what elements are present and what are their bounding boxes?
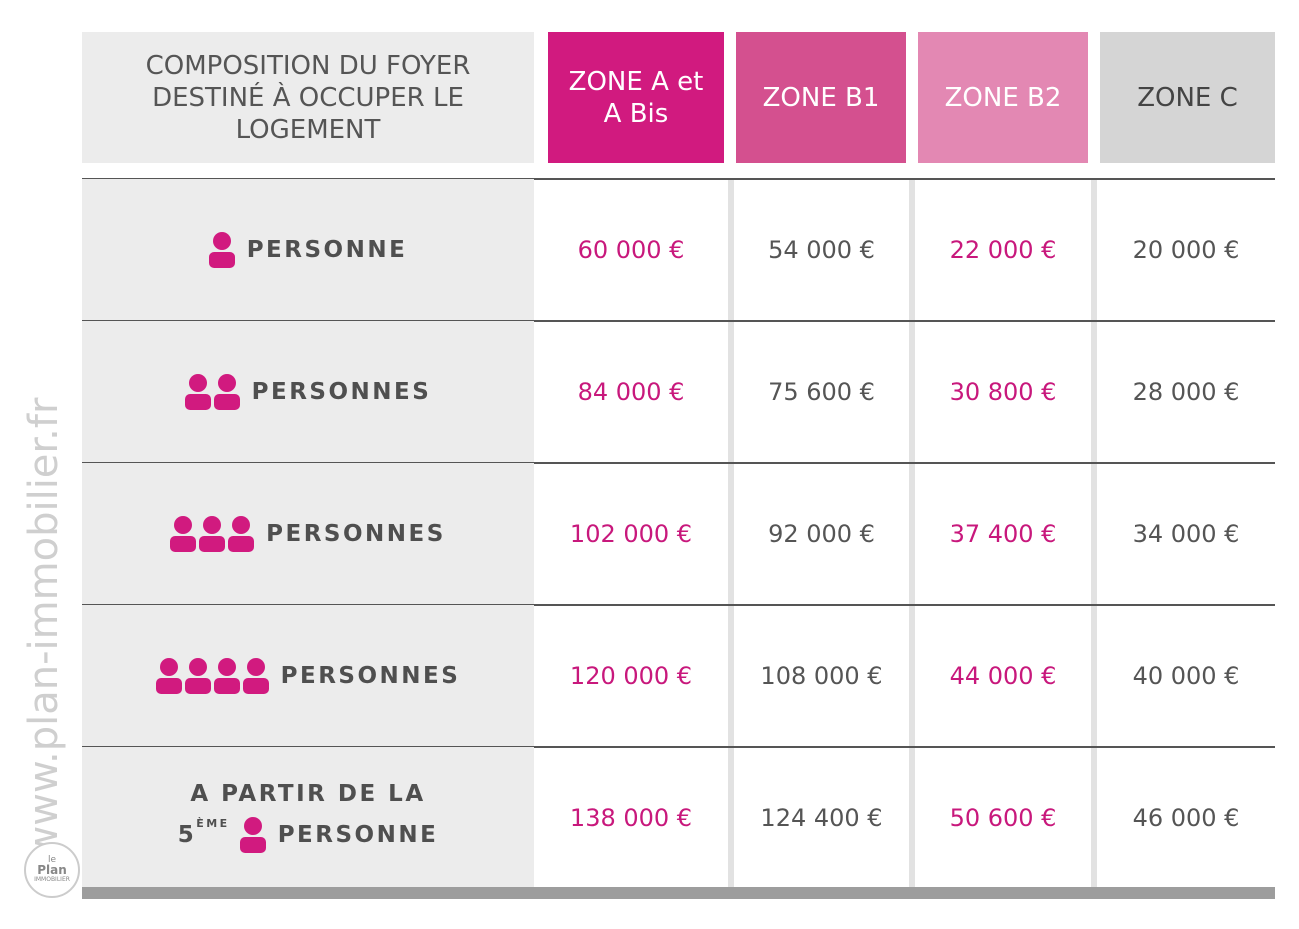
person-icons <box>208 232 235 268</box>
row-label: A PARTIR DE LA 5 ÈME PERSONNE <box>82 747 534 887</box>
person-icon <box>213 374 240 410</box>
row-divider <box>82 462 1275 464</box>
label-text: PERSONNE <box>246 237 408 263</box>
person-icon <box>170 516 197 552</box>
icon-body <box>184 394 211 410</box>
logo: le Plan IMMOBILIER <box>24 842 80 898</box>
value-cell: 46 000 € <box>1132 804 1240 832</box>
watermark: www.plan-immobilier.fr <box>21 397 67 859</box>
value-cell: 92 000 € <box>768 520 875 548</box>
icon-body <box>213 394 240 410</box>
label-stack: A PARTIR DE LA 5 ÈME PERSONNE <box>178 781 439 853</box>
value-cell: 138 000 € <box>569 804 693 832</box>
value-cell: 124 400 € <box>760 804 883 832</box>
icon-head <box>203 516 222 534</box>
row-divider <box>82 320 1275 322</box>
icon-head <box>217 658 236 676</box>
label-line: 5 ÈME PERSONNE <box>178 817 439 853</box>
zone-header: ZONE B1 <box>736 32 906 163</box>
row-label: PERSONNES <box>82 463 534 605</box>
logo-text: Plan <box>37 863 67 877</box>
person-icons <box>184 374 240 410</box>
row-divider <box>82 604 1275 606</box>
value-cell: 22 000 € <box>949 236 1057 264</box>
icon-body <box>242 678 269 694</box>
person-icon <box>208 232 235 268</box>
label-text: PERSONNES <box>280 663 461 689</box>
value-cell: 102 000 € <box>569 520 693 548</box>
row-label: PERSONNES <box>82 321 534 463</box>
column-separator <box>1091 179 1097 887</box>
value-cell: 30 800 € <box>949 378 1057 406</box>
value-cell: 28 000 € <box>1132 378 1240 406</box>
icon-body <box>239 837 266 853</box>
column-separator <box>909 179 915 887</box>
value-cell: 54 000 € <box>768 236 875 264</box>
value-cell: 37 400 € <box>949 520 1057 548</box>
icon-head <box>246 658 265 676</box>
icon-body <box>208 252 235 268</box>
ordinal-suffix: ÈME <box>196 817 230 830</box>
icon-body <box>184 678 211 694</box>
zone-header: ZONE B2 <box>918 32 1088 163</box>
icon-body <box>170 536 197 552</box>
value-cell: 20 000 € <box>1132 236 1240 264</box>
person-icon <box>199 516 226 552</box>
value-cell: 84 000 € <box>577 378 685 406</box>
value-cell: 44 000 € <box>949 662 1057 690</box>
icon-head <box>232 516 251 534</box>
value-cell: 50 600 € <box>949 804 1057 832</box>
icon-head <box>212 232 231 250</box>
person-icon <box>228 516 255 552</box>
value-cell: 40 000 € <box>1132 662 1240 690</box>
icon-head <box>243 817 262 835</box>
label-text: PERSONNES <box>251 379 432 405</box>
label-line: A PARTIR DE LA <box>190 781 426 807</box>
value-cell: 108 000 € <box>760 662 883 690</box>
icon-head <box>159 658 178 676</box>
row-divider <box>82 178 1275 180</box>
person-icons <box>239 817 266 853</box>
row-label: PERSONNE <box>82 179 534 321</box>
icon-head <box>174 516 193 534</box>
person-icon <box>155 658 182 694</box>
person-icon <box>184 374 211 410</box>
zone-header: ZONE C <box>1100 32 1275 163</box>
value-cell: 60 000 € <box>577 236 685 264</box>
zone-header: ZONE A et A Bis <box>548 32 724 163</box>
icon-body <box>228 536 255 552</box>
value-cell: 34 000 € <box>1132 520 1240 548</box>
icon-head <box>188 374 207 392</box>
column-separator <box>728 179 734 887</box>
person-icon <box>239 817 266 853</box>
person-icons <box>155 658 269 694</box>
person-icons <box>170 516 255 552</box>
icon-body <box>155 678 182 694</box>
logo-text: IMMOBILIER <box>34 876 70 883</box>
label-text: PERSONNE <box>277 822 439 848</box>
person-icon <box>184 658 211 694</box>
value-cell: 120 000 € <box>569 662 693 690</box>
icon-head <box>217 374 236 392</box>
ordinal: 5 <box>177 822 197 848</box>
bottom-bar <box>82 887 1275 899</box>
person-icon <box>242 658 269 694</box>
label-text: PERSONNES <box>266 521 446 547</box>
header-label: COMPOSITION DU FOYER DESTINÉ À OCCUPER L… <box>82 32 534 163</box>
icon-head <box>188 658 207 676</box>
person-icon <box>213 658 240 694</box>
value-cell: 75 600 € <box>768 378 875 406</box>
icon-body <box>199 536 226 552</box>
logo-text: le <box>47 855 57 865</box>
row-divider <box>82 746 1275 748</box>
row-label: PERSONNES <box>82 605 534 747</box>
icon-body <box>213 678 240 694</box>
